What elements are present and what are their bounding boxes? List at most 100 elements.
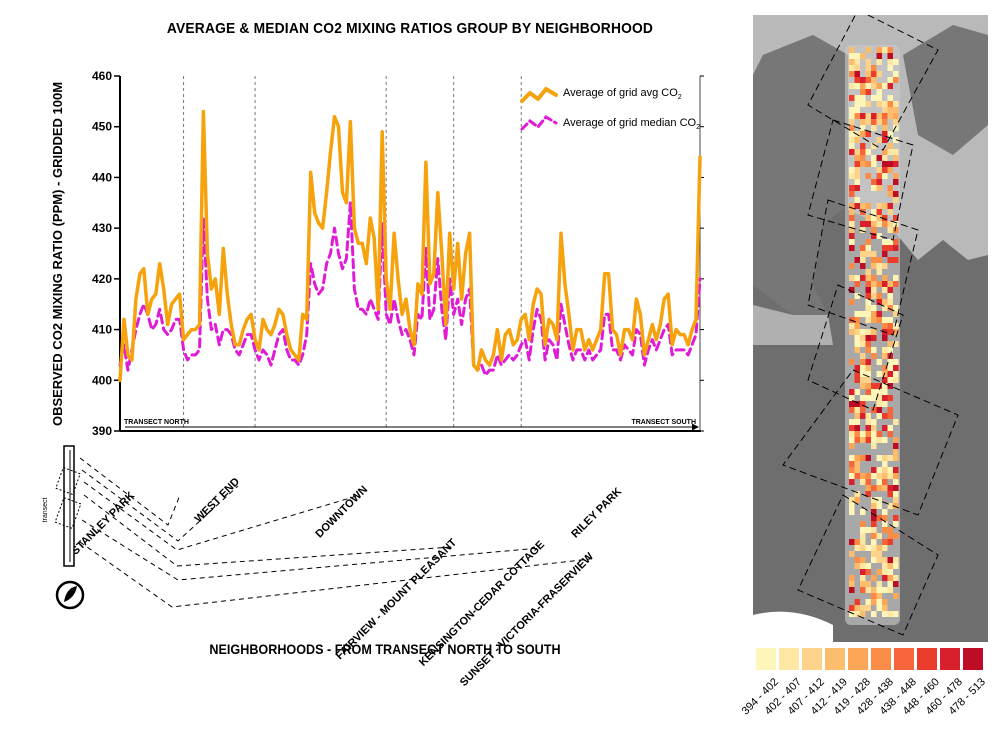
map-grid-cell [887, 587, 893, 593]
map-grid-cell [876, 401, 882, 407]
map-grid-cell [876, 95, 882, 101]
map-grid-cell [893, 341, 899, 347]
map-legend-swatch [963, 648, 983, 670]
map-grid-cell [882, 611, 888, 617]
map-grid-cell [860, 401, 866, 407]
map-grid-cell [854, 83, 860, 89]
map-grid-cell [876, 515, 882, 521]
map-grid-cell [871, 389, 877, 395]
map-grid-cell [882, 509, 888, 515]
map-grid-cell [871, 557, 877, 563]
map-grid-cell [865, 83, 871, 89]
map-grid-cell [854, 563, 860, 569]
map-grid-cell [887, 329, 893, 335]
map-grid-cell [893, 101, 899, 107]
map-grid-cell [849, 185, 855, 191]
map-grid-cell [882, 545, 888, 551]
map-grid-cell [893, 611, 899, 617]
map-legend-swatch [802, 648, 822, 670]
map-grid-cell [882, 155, 888, 161]
map-grid-cell [865, 365, 871, 371]
map-grid-cell [854, 539, 860, 545]
map-grid-cell [854, 293, 860, 299]
map-grid-cell [882, 131, 888, 137]
map-grid-cell [849, 473, 855, 479]
map-grid-cell [854, 437, 860, 443]
map-grid-cell [854, 365, 860, 371]
map-grid-cell [871, 485, 877, 491]
map-grid-cell [849, 461, 855, 467]
map-grid-cell [876, 395, 882, 401]
map-grid-cell [854, 59, 860, 65]
map-grid-cell [854, 455, 860, 461]
map-grid-cell [876, 557, 882, 563]
map-grid-cell [871, 305, 877, 311]
y-tick-label: 450 [92, 120, 112, 134]
map-grid-cell [860, 203, 866, 209]
map-grid-cell [887, 425, 893, 431]
map-grid-cell [865, 377, 871, 383]
leader-lines [79, 457, 591, 608]
map-grid-cell [871, 179, 877, 185]
map-grid-cell [860, 557, 866, 563]
map-grid-cell [887, 65, 893, 71]
map-grid-cell [871, 251, 877, 257]
map-grid-cell [871, 443, 877, 449]
map-grid-cell [887, 131, 893, 137]
map-grid-cell [865, 287, 871, 293]
map-grid-cell [882, 569, 888, 575]
map-grid-cell [865, 131, 871, 137]
map-grid-cell [876, 119, 882, 125]
map-grid-cell [865, 455, 871, 461]
map-grid-cell [871, 281, 877, 287]
map-grid-cell [854, 461, 860, 467]
map-grid-cell [860, 575, 866, 581]
map-grid-cell [882, 125, 888, 131]
map-grid-cell [876, 371, 882, 377]
map-grid-cell [871, 611, 877, 617]
legend-median-label: Average of grid median CO2 [563, 117, 700, 131]
map-grid-cell [887, 203, 893, 209]
map-grid-cell [876, 257, 882, 263]
map-grid-cell [887, 317, 893, 323]
map-grid-cell [854, 53, 860, 59]
map-grid-cell [887, 59, 893, 65]
map-grid-cell [854, 107, 860, 113]
map-grid-cell [865, 47, 871, 53]
map-grid-cell [893, 77, 899, 83]
map-grid-cell [865, 71, 871, 77]
chart-canvas: 390 400 410 420 430 440 450 460 OBSERVED CO2 MI… [42, 69, 704, 689]
map-grid-cell [865, 335, 871, 341]
map-grid-cell [882, 173, 888, 179]
map-grid-cell [882, 353, 888, 359]
map-grid-cell [849, 389, 855, 395]
map-grid-cell [860, 353, 866, 359]
map-grid-cell [865, 239, 871, 245]
map-grid-cell [854, 155, 860, 161]
map-grid-cell [893, 491, 899, 497]
map-grid-cell [882, 455, 888, 461]
map-grid-cell [882, 563, 888, 569]
map-grid-cell [860, 251, 866, 257]
map-grid-cell [871, 221, 877, 227]
map-grid-cell [854, 179, 860, 185]
map-grid-cell [865, 485, 871, 491]
map-grid-cell [865, 425, 871, 431]
map-grid-cell [860, 539, 866, 545]
map-grid-cell [849, 587, 855, 593]
map-grid-cell [882, 119, 888, 125]
legend-avg-swatch [520, 87, 558, 103]
map-grid-cell [887, 383, 893, 389]
map-grid-cell [871, 575, 877, 581]
map-grid-cell [849, 227, 855, 233]
map-grid-cell [882, 251, 888, 257]
map-grid-cell [871, 317, 877, 323]
map-grid-cell [854, 149, 860, 155]
map-grid-cell [882, 557, 888, 563]
map-grid-cell [865, 59, 871, 65]
map-grid-cell [876, 203, 882, 209]
map-grid-cell [860, 509, 866, 515]
map-grid-cell [893, 581, 899, 587]
map-grid-cell [849, 191, 855, 197]
inset-transect-label: transect [42, 497, 49, 522]
